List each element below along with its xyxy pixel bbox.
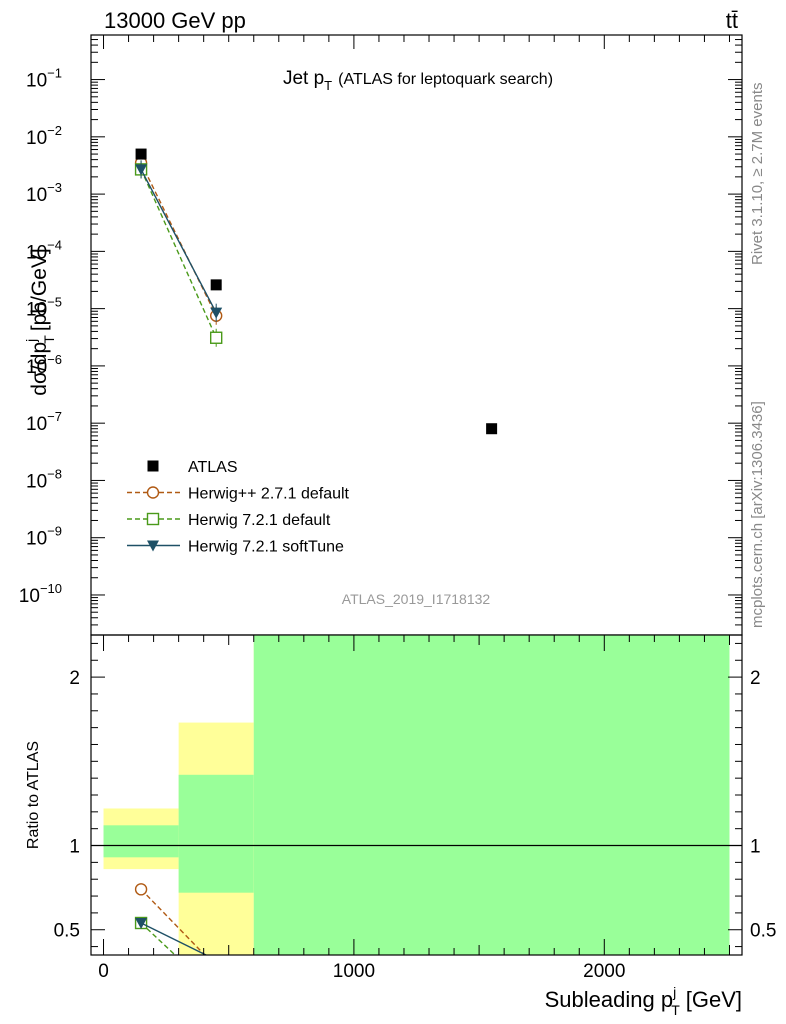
y-tick-label-exponent: −3 <box>47 180 62 195</box>
ratio-uncertainty-bands <box>103 635 730 955</box>
data-point <box>209 331 223 344</box>
ratio-y-tick-label: 1 <box>69 837 80 858</box>
plot-title: Jet pT (ATLAS for leptoquark search) <box>283 68 553 93</box>
y-tick-label: 10−1 <box>26 66 62 92</box>
legend-marker <box>146 486 160 499</box>
x-axis-label-unit: [GeV] <box>686 987 742 1012</box>
legend-label: Herwig 7.2.1 softTune <box>188 539 344 556</box>
y-tick-label-exponent: −10 <box>40 581 62 596</box>
y-tick-label-base: 10 <box>26 529 47 550</box>
data-point <box>135 148 147 160</box>
main-plot-panel: 10−1010−910−810−710−610−510−410−310−210−… <box>19 34 743 636</box>
y-tick-label-base: 10 <box>26 242 47 263</box>
ratio-band-green <box>253 635 730 955</box>
legend-label: ATLAS <box>188 459 238 476</box>
y-tick-label-exponent: −2 <box>47 123 62 138</box>
ratio-band-green <box>103 825 179 858</box>
legend: ATLAS Herwig++ 2.7.1 default Herwig 7.2.1 … <box>127 459 350 556</box>
mcplots-label: mcplots.cern.ch [arXiv:1306.3436] <box>749 401 766 628</box>
y-axis-label-main: dσ/dp <box>28 342 51 396</box>
y-axis-label: dσ/dpj T [pb/GeV] <box>23 248 57 395</box>
legend-entry: Herwig 7.2.1 default <box>127 512 331 529</box>
ratio-band-green <box>178 774 254 893</box>
ratio-y-axis-label: Ratio to ATLAS <box>25 741 42 849</box>
y-axis-label-sup: j <box>23 339 39 343</box>
y-tick-label-base: 10 <box>26 128 47 149</box>
series-2 <box>134 160 223 347</box>
y-tick-label-base: 10 <box>26 414 47 435</box>
y-tick-label: 10−4 <box>26 237 62 263</box>
series-0 <box>135 148 498 435</box>
y-tick-label: 10−6 <box>26 352 62 378</box>
y-axis-label-unit: [pb/GeV] <box>28 248 51 331</box>
series-line <box>140 169 217 314</box>
ratio-plot-ticks: 0 1000 2000 0.5 0.5 1 1 2 2 <box>54 635 776 982</box>
x-axis-label-sup: j <box>672 984 676 1000</box>
y-tick-label: 10−7 <box>26 409 62 435</box>
x-tick-label: 1000 <box>333 961 375 982</box>
y-tick-label-exponent: −9 <box>47 524 62 539</box>
y-tick-label-exponent: −7 <box>47 409 62 424</box>
legend-label: Herwig 7.2.1 default <box>188 512 331 529</box>
plot-title-rest: (ATLAS for leptoquark search) <box>338 71 553 88</box>
ratio-y-tick-label-right: 0.5 <box>750 921 776 942</box>
x-tick-label: 2000 <box>583 961 625 982</box>
ratio-y-tick-label-right: 2 <box>750 668 761 689</box>
x-axis-label-main: Subleading p <box>545 987 673 1012</box>
legend-entry: Herwig 7.2.1 softTune <box>127 539 344 556</box>
y-tick-label-base: 10 <box>19 586 40 607</box>
main-plot-ticks: 10−1010−910−810−710−610−510−410−310−210−… <box>19 35 742 636</box>
ratio-y-tick-label: 0.5 <box>54 921 80 942</box>
y-tick-label: 10−2 <box>26 123 62 149</box>
rivet-version-label: Rivet 3.1.10, ≥ 2.7M events <box>749 83 766 266</box>
y-tick-label-exponent: −4 <box>47 237 62 252</box>
header-collision-label: 13000 GeV pp <box>104 8 246 33</box>
data-point <box>210 307 223 319</box>
legend-marker <box>147 540 159 552</box>
series-line <box>140 169 217 339</box>
y-tick-label-base: 10 <box>26 185 47 206</box>
series-3 <box>135 160 223 322</box>
y-tick-label-exponent: −6 <box>47 352 62 367</box>
x-tick-label: 0 <box>98 961 109 982</box>
y-tick-label-exponent: −1 <box>47 66 62 81</box>
ratio-plot-panel: 0 1000 2000 0.5 0.5 1 1 2 2 Ratio to ATLAS Suble… <box>25 634 776 1018</box>
y-tick-label: 10−9 <box>26 524 62 550</box>
ratio-point <box>134 883 148 896</box>
y-tick-label: 10−10 <box>19 581 62 607</box>
y-tick-label: 10−8 <box>26 466 62 492</box>
ratio-plot-frame <box>90 634 743 956</box>
data-point <box>486 423 498 435</box>
plot-title-sub: T <box>324 78 332 93</box>
plot-watermark: ATLAS_2019_I1718132 <box>342 591 491 607</box>
y-tick-label: 10−5 <box>26 295 62 321</box>
main-plot-series <box>134 148 498 435</box>
y-axis-label-sub: T <box>41 335 57 344</box>
y-tick-label-base: 10 <box>26 357 47 378</box>
x-axis-label-sub: T <box>671 1002 680 1018</box>
legend-marker <box>147 460 159 472</box>
legend-label: Herwig++ 2.7.1 default <box>188 486 350 503</box>
ratio-y-tick-label-right: 1 <box>750 837 761 858</box>
y-tick-label-exponent: −8 <box>47 466 62 481</box>
ratio-point <box>135 918 148 929</box>
y-tick-label-base: 10 <box>26 71 47 92</box>
data-point <box>135 164 148 176</box>
y-tick-label-exponent: −5 <box>47 295 62 310</box>
x-axis-label: Subleading pj T [GeV] <box>545 984 742 1018</box>
ratio-y-tick-label: 2 <box>69 668 80 689</box>
legend-entry: Herwig++ 2.7.1 default <box>127 486 350 503</box>
series-line <box>140 162 217 317</box>
header-process-label: tt̄ <box>726 8 738 33</box>
y-tick-label: 10−3 <box>26 180 62 206</box>
plot-title-main: Jet p <box>283 68 324 89</box>
legend-marker <box>146 512 160 526</box>
ratio-line <box>140 922 177 955</box>
y-tick-label-base: 10 <box>26 471 47 492</box>
data-point <box>210 279 222 291</box>
legend-entry: ATLAS <box>147 459 238 476</box>
y-tick-label-base: 10 <box>26 300 47 321</box>
